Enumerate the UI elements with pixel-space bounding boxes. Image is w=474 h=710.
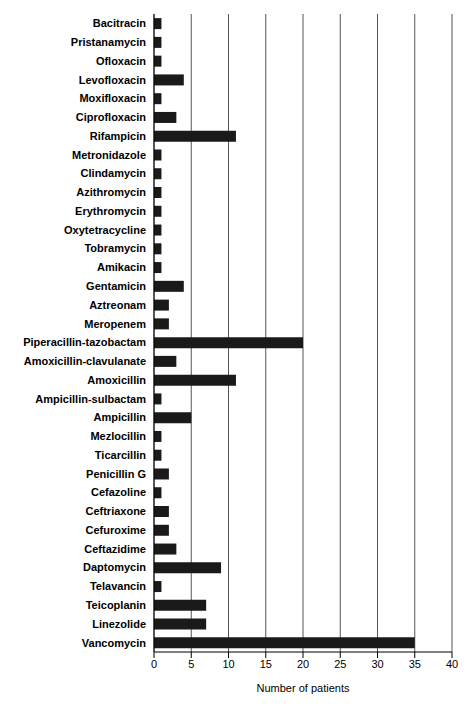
svg-text:Meropenem: Meropenem [84, 318, 146, 330]
svg-text:10: 10 [222, 658, 234, 670]
svg-text:Teicoplanin: Teicoplanin [86, 599, 147, 611]
svg-text:Tobramycin: Tobramycin [84, 242, 146, 254]
svg-text:Mezlocillin: Mezlocillin [90, 430, 146, 442]
svg-text:Ampicillin-sulbactam: Ampicillin-sulbactam [35, 393, 146, 405]
svg-text:Pristanamycin: Pristanamycin [71, 36, 146, 48]
svg-text:25: 25 [334, 658, 346, 670]
svg-text:30: 30 [371, 658, 383, 670]
svg-text:Penicillin G: Penicillin G [86, 468, 146, 480]
svg-text:Ceftazidime: Ceftazidime [84, 543, 146, 555]
svg-text:Rifampicin: Rifampicin [90, 130, 147, 142]
svg-text:35: 35 [409, 658, 421, 670]
svg-text:Gentamicin: Gentamicin [86, 280, 146, 292]
svg-text:Clindamycin: Clindamycin [81, 167, 147, 179]
svg-text:20: 20 [297, 658, 309, 670]
svg-text:Linezolide: Linezolide [92, 618, 146, 630]
svg-text:Ciprofloxacin: Ciprofloxacin [76, 111, 147, 123]
svg-text:Ofloxacin: Ofloxacin [96, 55, 146, 67]
svg-text:Ampicillin: Ampicillin [93, 411, 146, 423]
svg-text:Daptomycin: Daptomycin [83, 561, 146, 573]
svg-text:Erythromycin: Erythromycin [75, 205, 146, 217]
svg-text:Number of patients: Number of patients [257, 682, 350, 694]
svg-text:Aztreonam: Aztreonam [89, 299, 146, 311]
svg-text:Cefazoline: Cefazoline [91, 486, 146, 498]
svg-text:Oxytetracycline: Oxytetracycline [64, 224, 146, 236]
svg-text:Bacitracin: Bacitracin [93, 17, 146, 29]
svg-text:0: 0 [151, 658, 157, 670]
svg-text:Ceftriaxone: Ceftriaxone [85, 505, 146, 517]
svg-text:Piperacillin-tazobactam: Piperacillin-tazobactam [23, 336, 146, 348]
svg-text:Amikacin: Amikacin [97, 261, 146, 273]
svg-text:5: 5 [188, 658, 194, 670]
svg-text:40: 40 [446, 658, 458, 670]
svg-text:Azithromycin: Azithromycin [76, 186, 146, 198]
svg-text:Ticarcillin: Ticarcillin [95, 449, 146, 461]
svg-text:Vancomycin: Vancomycin [82, 637, 146, 649]
svg-text:Moxifloxacin: Moxifloxacin [79, 92, 146, 104]
svg-text:15: 15 [260, 658, 272, 670]
svg-text:Amoxicillin: Amoxicillin [87, 374, 146, 386]
svg-text:Cefuroxime: Cefuroxime [85, 524, 146, 536]
svg-text:Telavancin: Telavancin [90, 580, 146, 592]
svg-text:Amoxicillin-clavulanate: Amoxicillin-clavulanate [24, 355, 146, 367]
svg-text:Levofloxacin: Levofloxacin [79, 74, 147, 86]
svg-text:Metronidazole: Metronidazole [72, 149, 146, 161]
